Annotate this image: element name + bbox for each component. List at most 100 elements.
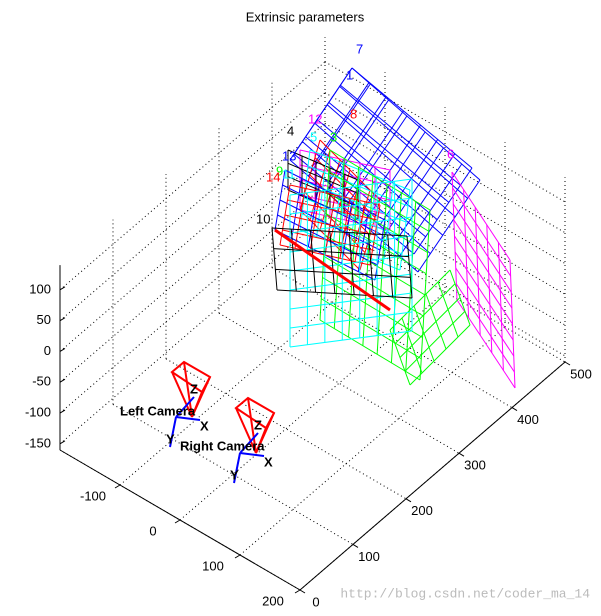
board-grid-line xyxy=(287,162,359,194)
board-grid-line xyxy=(287,176,359,208)
board-grid-line xyxy=(394,283,456,345)
board-grid-line xyxy=(332,163,344,244)
board-grid-line xyxy=(316,156,328,237)
camera-axis xyxy=(175,416,201,421)
board-grid-line xyxy=(289,184,381,206)
z-tick-label: -50 xyxy=(32,374,51,389)
board-grid-line xyxy=(273,248,409,258)
board-grid-line xyxy=(451,171,511,261)
camera-axis xyxy=(239,432,259,454)
board-grid-line xyxy=(406,235,413,299)
board-grid-line xyxy=(289,178,413,196)
board-grid-line xyxy=(453,219,513,309)
camera-axis-label: X xyxy=(264,454,273,469)
camera-label: Right Camera xyxy=(180,438,265,453)
board-grid-line xyxy=(329,231,336,294)
z-tick-label: -150 xyxy=(25,435,51,450)
y-tick-label: 100 xyxy=(358,549,380,564)
camera-ray xyxy=(247,397,257,454)
x-tick-label: 0 xyxy=(149,523,156,538)
camera xyxy=(169,360,212,448)
camera-ray xyxy=(183,361,193,418)
y-axis xyxy=(299,361,566,591)
board-grid-line xyxy=(299,194,391,216)
board-grid-line xyxy=(399,297,461,358)
board-grid-line xyxy=(289,292,413,310)
board-grid-line xyxy=(320,298,422,360)
board-grid-line xyxy=(367,233,374,296)
camera-axis-label: Y xyxy=(230,467,239,482)
tick-mark xyxy=(294,589,301,594)
board-grid-line xyxy=(289,311,413,329)
camera-axis xyxy=(169,416,177,448)
chart-title: Extrinsic parameters xyxy=(246,9,365,24)
board-grid-line xyxy=(275,268,411,278)
camera-axis-label: X xyxy=(200,418,209,433)
camera-ray xyxy=(235,407,257,454)
board-label: 9 xyxy=(276,163,283,178)
board-grid-line xyxy=(289,235,413,253)
board-label: 10 xyxy=(256,211,270,226)
board-grid-line xyxy=(301,213,403,255)
z-tick-label: 50 xyxy=(37,312,51,327)
camera-axis xyxy=(175,396,195,418)
tick-mark xyxy=(174,519,181,524)
board-grid-line xyxy=(396,153,456,240)
y-tick-label: 0 xyxy=(312,594,319,609)
board-grid-line xyxy=(413,167,473,255)
tick-mark xyxy=(405,498,412,503)
board-grid-line xyxy=(310,230,317,293)
board-grid-line xyxy=(326,104,456,218)
board-grid-line xyxy=(319,319,421,381)
board-grid-line xyxy=(299,179,391,201)
board-grid-line xyxy=(399,163,463,257)
board xyxy=(389,269,471,386)
camera-axis xyxy=(239,452,265,457)
tick-mark xyxy=(511,407,518,412)
x-tick-label: 200 xyxy=(262,593,284,608)
board-label: 1 xyxy=(346,67,353,82)
board-grid-line xyxy=(366,176,378,257)
tick-mark xyxy=(59,348,66,352)
board-grid-line xyxy=(351,67,481,181)
board-grid-line xyxy=(382,183,394,264)
board-grid-line xyxy=(389,269,451,331)
tick-mark xyxy=(59,286,66,291)
board-grid-line xyxy=(329,149,431,211)
board-grid-line xyxy=(349,169,361,251)
board-grid-line xyxy=(305,136,426,238)
board-label: 12 xyxy=(308,111,322,126)
tick-mark xyxy=(299,589,306,594)
board-edge xyxy=(274,228,391,312)
board-grid-line xyxy=(293,67,353,155)
board-label: 3 xyxy=(330,129,337,144)
board xyxy=(289,178,413,348)
z-tick-label: 0 xyxy=(44,343,51,358)
camera-ray xyxy=(255,427,267,454)
camera xyxy=(233,396,276,484)
board-grid-line xyxy=(316,119,438,220)
board-label: 5 xyxy=(310,129,317,144)
board-grid-line xyxy=(309,149,411,191)
y-tick-label: 200 xyxy=(411,503,433,518)
board-label: 6 xyxy=(447,146,454,161)
board-grid-line xyxy=(289,330,413,348)
board-grid-line xyxy=(452,203,512,293)
board-grid-line xyxy=(328,102,450,203)
board-grid-line xyxy=(339,86,468,199)
tick-mark xyxy=(234,554,241,559)
camera-axis xyxy=(233,452,241,484)
board-grid-line xyxy=(323,255,425,317)
board-label: 11 xyxy=(282,166,296,181)
camera-ray xyxy=(191,391,203,418)
x-tick-label: -100 xyxy=(80,488,106,503)
board-label: 4 xyxy=(287,123,294,138)
camera-ray xyxy=(171,371,193,418)
board-grid-line xyxy=(299,209,361,271)
tick-mark xyxy=(59,409,66,414)
camera-axis-label: Z xyxy=(254,417,262,432)
board-label: 14 xyxy=(266,169,280,184)
camera-axis-label: Y xyxy=(166,431,175,446)
tick-mark xyxy=(114,484,121,489)
